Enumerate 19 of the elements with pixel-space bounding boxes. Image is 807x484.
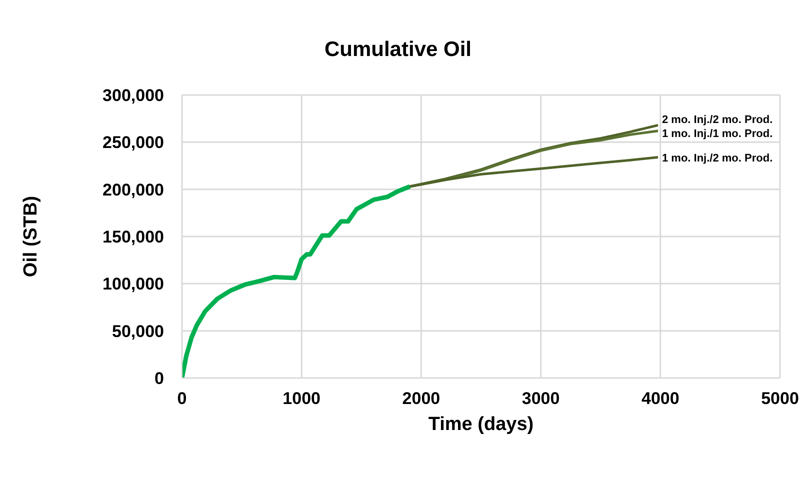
- y-tick-label: 100,000: [102, 274, 164, 294]
- series-label: 1 mo. Inj./1 mo. Prod.: [662, 128, 773, 140]
- y-tick-label: 50,000: [112, 322, 164, 341]
- series-label: 1 mo. Inj./2 mo. Prod.: [662, 152, 773, 164]
- x-tick-label: 0: [177, 389, 187, 408]
- y-tick-label: 200,000: [102, 180, 164, 200]
- y-tick-label: 0: [154, 369, 164, 388]
- x-tick-label: 4000: [641, 389, 680, 408]
- y-tick-label: 300,000: [102, 86, 164, 106]
- y-axis-title: Oil (STB): [20, 196, 42, 278]
- series-label: 2 mo. Inj./2 mo. Prod.: [662, 114, 773, 126]
- x-tick-label: 1000: [282, 389, 321, 408]
- x-tick-label: 2000: [402, 389, 440, 408]
- x-tick-label: 5000: [761, 389, 799, 408]
- x-tick-label: 3000: [522, 389, 560, 408]
- chart-title: Cumulative Oil: [323, 38, 473, 62]
- x-axis-title: Time (days): [428, 414, 534, 435]
- y-tick-label: 250,000: [102, 133, 164, 152]
- y-tick-label: 150,000: [102, 228, 164, 247]
